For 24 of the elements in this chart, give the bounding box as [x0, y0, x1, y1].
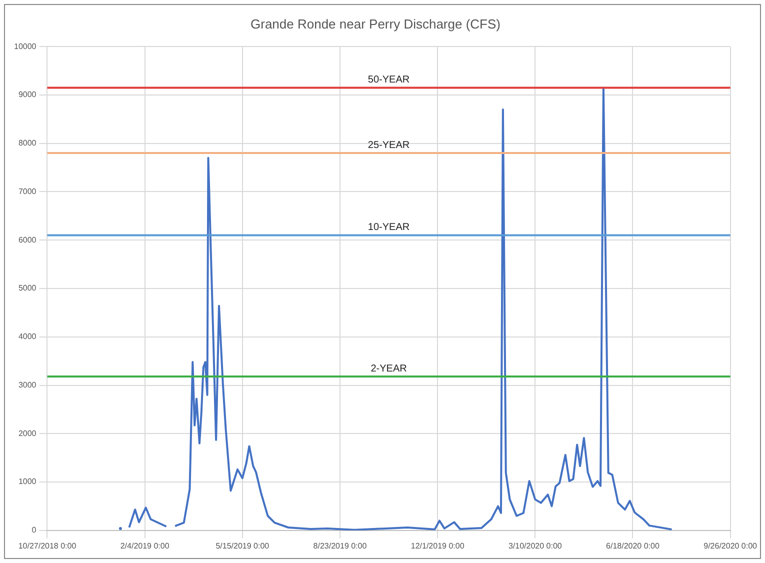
- y-tick-label: 5000: [18, 284, 37, 293]
- x-tick-label: 12/1/2019 0:00: [410, 541, 465, 550]
- x-tick-label: 3/10/2020 0:00: [508, 541, 562, 550]
- y-tick-label: 9000: [18, 90, 37, 100]
- ref-line-label: 10-YEAR: [368, 222, 410, 234]
- y-tick-label: 0: [32, 526, 37, 535]
- y-tick-label: 1000: [18, 477, 37, 486]
- y-tick-label: 10000: [14, 42, 37, 51]
- y-tick-label: 7000: [18, 186, 37, 196]
- y-tick-label: 2000: [18, 428, 37, 438]
- ref-line-label: 25-YEAR: [368, 140, 410, 151]
- chart-title: Grande Ronde near Perry Discharge (CFS): [250, 16, 500, 32]
- x-tick-label: 9/26/2020 0:00: [704, 541, 758, 550]
- x-tick-label: 10/27/2018 0:00: [18, 541, 77, 550]
- x-tick-label: 6/18/2020 0:00: [606, 541, 660, 550]
- y-tick-label: 6000: [18, 235, 37, 244]
- y-tick-label: 4000: [18, 332, 37, 342]
- x-tick-label: 5/15/2019 0:00: [216, 541, 270, 550]
- y-tick-label: 3000: [18, 380, 37, 390]
- x-tick-label: 2/4/2019 0:00: [120, 541, 170, 550]
- y-tick-label: 8000: [18, 138, 37, 148]
- x-tick-label: 8/23/2019 0:00: [313, 541, 368, 550]
- ref-line-label: 50-YEAR: [368, 74, 410, 86]
- ref-line-label: 2-YEAR: [370, 363, 407, 374]
